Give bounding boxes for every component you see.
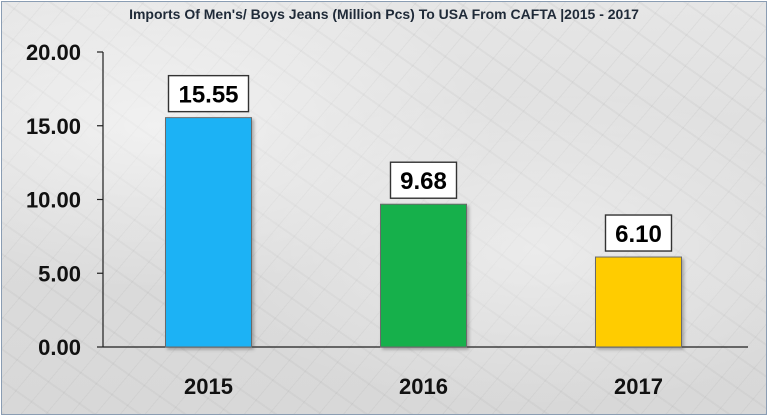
data-label-box: [389, 161, 458, 199]
data-label-box: [604, 214, 673, 252]
y-tick-label: 10.00: [26, 188, 81, 213]
x-tick-label: 2017: [614, 374, 663, 399]
x-tick-label: 2015: [184, 374, 233, 399]
y-tick-label: 0.00: [38, 335, 81, 360]
data-label-box: [167, 74, 250, 113]
y-tick-label: 5.00: [38, 261, 81, 286]
bar: [380, 203, 467, 348]
y-tick-label: 20.00: [26, 40, 81, 65]
data-label: 6.10: [615, 221, 662, 248]
x-tick-label: 2016: [399, 374, 448, 399]
y-tick-label: 15.00: [26, 114, 81, 139]
data-label: 15.55: [178, 82, 238, 109]
data-label: 9.68: [400, 168, 447, 195]
chart-title: Imports Of Men's/ Boys Jeans (Million Pc…: [129, 6, 639, 22]
bar: [165, 117, 252, 348]
bar: [595, 256, 682, 348]
